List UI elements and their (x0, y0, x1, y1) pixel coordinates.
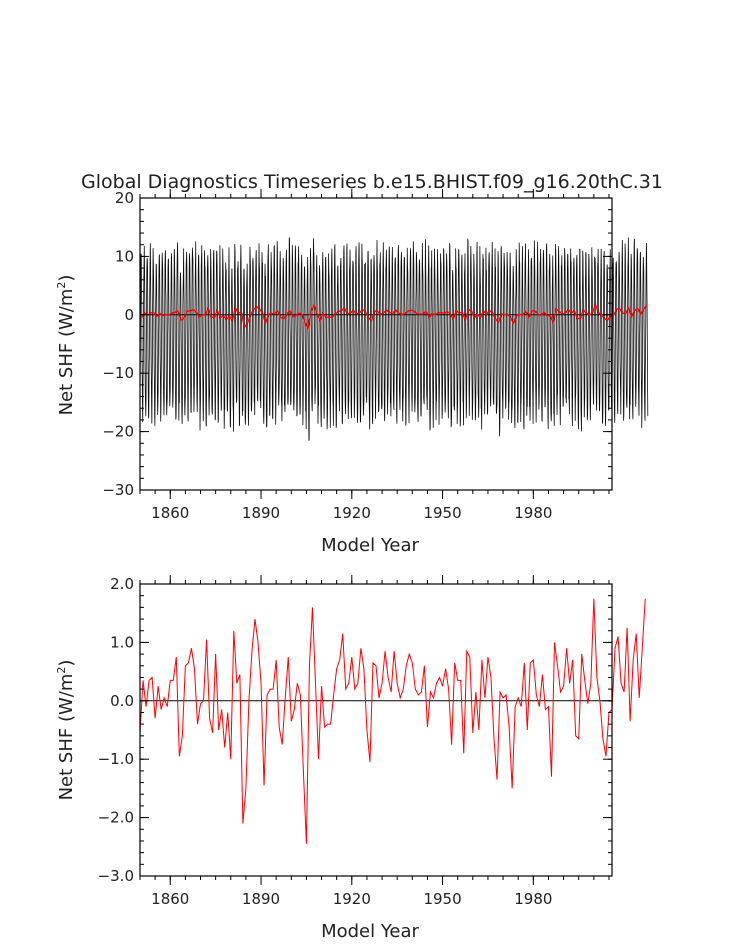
bottom-x-tick-label: 1860 (151, 890, 189, 908)
bottom-x-tick-label: 1920 (333, 890, 371, 908)
top-y-tick-label: −10 (102, 364, 134, 382)
top-y-tick-label: 20 (115, 189, 134, 207)
top-y-axis-label-sup: 2 (55, 282, 68, 289)
bottom-annual-series-line (139, 598, 646, 844)
bottom-y-axis-label-sup: 2 (55, 667, 68, 674)
chart-title: Global Diagnostics Timeseries b.e15.BHIS… (81, 171, 663, 193)
top-monthly-series-line (139, 237, 649, 441)
top-chart: Global Diagnostics Timeseries b.e15.BHIS… (55, 171, 663, 556)
top-plot-frame (139, 197, 613, 491)
top-x-axis-label: Model Year (321, 535, 419, 556)
top-y-axis-label-main: Net SHF (W/m (56, 289, 77, 416)
bottom-y-tick-label: 0.0 (110, 692, 134, 710)
bottom-y-tick-label: −3.0 (98, 867, 134, 885)
bottom-chart: −3.0 −2.0 −1.0 0.0 1.0 2.0 1860 1890 1920 1950 198… (55, 575, 646, 942)
bottom-y-axis-label: Net SHF (W/m2) (55, 660, 77, 801)
bottom-plot-data (139, 598, 646, 844)
bottom-plot-frame (139, 583, 613, 877)
bottom-x-axis-label: Model Year (321, 921, 419, 942)
bottom-y-tick-label: 2.0 (110, 575, 134, 593)
top-y-tick-label: 10 (115, 247, 134, 265)
top-x-tick-label: 1890 (242, 504, 280, 522)
bottom-x-tick-label: 1980 (514, 890, 552, 908)
top-y-tick-label: 0 (124, 306, 134, 324)
top-y-axis-label: Net SHF (W/m2) (55, 275, 77, 416)
top-ticks: −30 −20 −10 0 10 20 1860 1890 1920 1950 1980 (102, 189, 612, 522)
top-x-tick-label: 1950 (423, 504, 461, 522)
bottom-ticks: −3.0 −2.0 −1.0 0.0 1.0 2.0 1860 1890 1920 1950 198… (98, 575, 612, 908)
bottom-y-axis-label-main: Net SHF (W/m (56, 674, 77, 801)
top-x-tick-label: 1860 (151, 504, 189, 522)
bottom-x-tick-label: 1950 (423, 890, 461, 908)
bottom-y-tick-label: 1.0 (110, 633, 134, 651)
bottom-y-tick-label: −1.0 (98, 750, 134, 768)
top-x-tick-label: 1920 (333, 504, 371, 522)
top-y-tick-label: −30 (102, 481, 134, 499)
top-annual-series-line (140, 302, 648, 332)
top-y-axis-label-close: ) (56, 275, 77, 282)
bottom-x-tick-label: 1890 (242, 890, 280, 908)
top-y-tick-label: −20 (102, 423, 134, 441)
bottom-y-tick-label: −2.0 (98, 809, 134, 827)
top-x-tick-label: 1980 (514, 504, 552, 522)
bottom-y-axis-label-close: ) (56, 660, 77, 667)
top-plot-data (139, 237, 649, 441)
